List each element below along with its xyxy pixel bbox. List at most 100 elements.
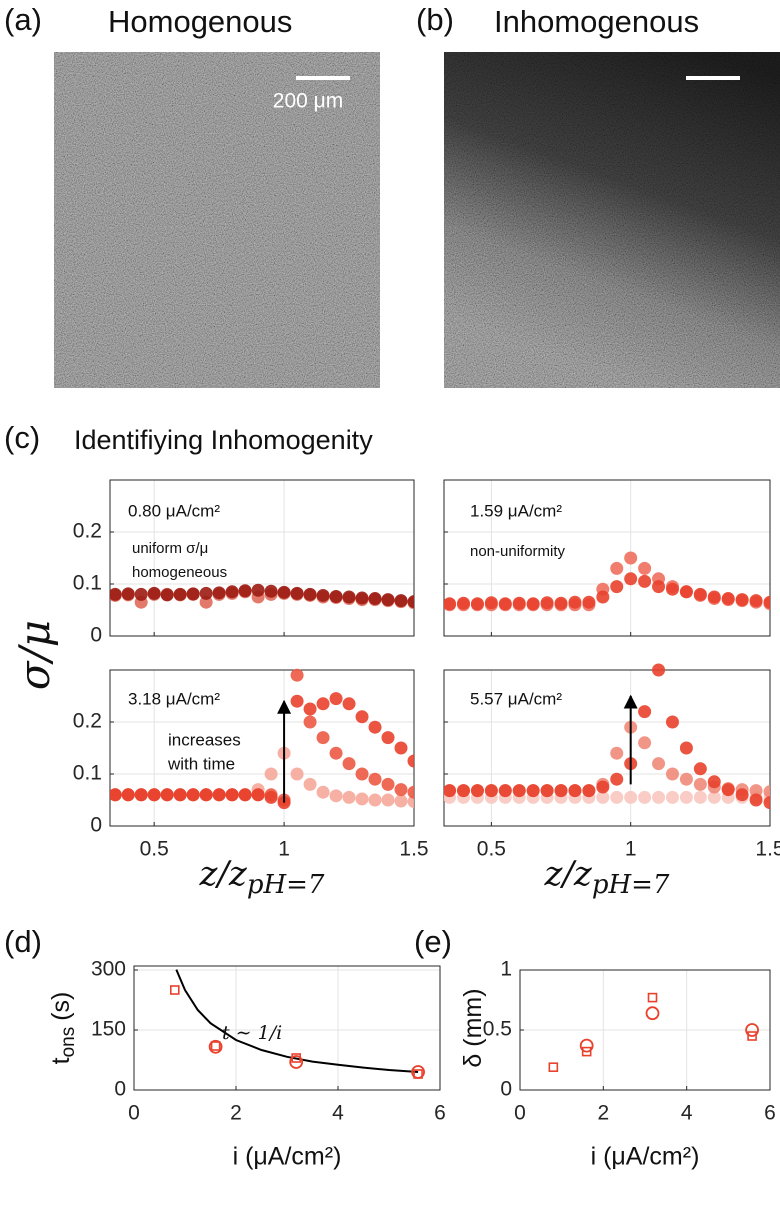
plot-area xyxy=(110,480,414,636)
marker-circle xyxy=(470,784,484,798)
marker-circle xyxy=(679,772,693,786)
annotation: 5.57 μA/cm² xyxy=(470,689,562,708)
annotation: non-uniformity xyxy=(470,543,566,560)
marker-circle xyxy=(251,788,265,802)
marker-circle xyxy=(749,784,763,798)
image-b xyxy=(444,52,780,388)
marker-circle xyxy=(381,593,395,607)
x-tick-label: 2 xyxy=(230,1102,242,1125)
marker-circle xyxy=(264,790,278,804)
marker-circle xyxy=(568,595,582,609)
marker-circle xyxy=(512,596,526,610)
marker-circle xyxy=(665,790,679,804)
annotation: t ∼ 1/i xyxy=(222,1022,282,1044)
x-tick-label: 1.5 xyxy=(755,838,780,861)
marker-circle xyxy=(624,572,638,586)
marker-circle xyxy=(693,587,707,601)
marker-circle xyxy=(679,585,693,599)
x-axis-label-main: z/z xyxy=(544,854,593,894)
marker-circle xyxy=(526,784,540,798)
panel-label: (b) xyxy=(416,2,454,37)
marker-circle xyxy=(763,595,770,609)
marker-circle xyxy=(186,788,200,802)
marker-circle xyxy=(498,597,512,611)
x-axis-label: i (μA/cm²) xyxy=(233,1143,342,1171)
marker-circle xyxy=(199,788,213,802)
x-tick-label: 4 xyxy=(332,1102,344,1125)
axes-frame xyxy=(443,479,771,637)
marker-circle xyxy=(652,663,666,677)
marker-circle xyxy=(624,790,638,804)
marker-circle xyxy=(381,731,395,745)
y-axis-label-main: t xyxy=(47,1057,75,1064)
marker-circle xyxy=(110,587,122,601)
plot-area xyxy=(134,966,440,1090)
marker-circle xyxy=(638,561,652,575)
marker-circle xyxy=(316,697,330,711)
marker-circle xyxy=(251,583,265,597)
marker-circle xyxy=(407,754,414,768)
marker-circle xyxy=(610,772,624,786)
axes-frame xyxy=(443,669,771,827)
marker-circle xyxy=(381,793,395,807)
marker-circle xyxy=(624,551,638,565)
marker-circle xyxy=(381,777,395,791)
marker-circle xyxy=(199,586,213,600)
panel-label: (a) xyxy=(4,2,42,37)
marker-circle xyxy=(596,790,610,804)
x-tick-label: 6 xyxy=(764,1102,776,1125)
marker-circle xyxy=(693,790,707,804)
axes-frame xyxy=(109,669,415,827)
marker-circle xyxy=(316,731,330,745)
marker-circle xyxy=(208,1039,223,1054)
marker-circle xyxy=(407,595,414,609)
marker-circle xyxy=(264,767,278,781)
y-axis-label: δ (mm) xyxy=(459,988,487,1067)
marker-circle xyxy=(707,790,721,804)
annotation: 1.59 μA/cm² xyxy=(470,501,562,520)
marker-circle xyxy=(582,595,596,609)
y-tick-label: 0.2 xyxy=(73,710,102,733)
panel-label: (c) xyxy=(4,420,40,455)
y-tick-label: 0.1 xyxy=(73,762,102,785)
marker-circle xyxy=(665,582,679,596)
marker-circle xyxy=(355,591,369,605)
marker-circle xyxy=(394,783,408,797)
annotation: 0.80 μA/cm² xyxy=(128,501,220,520)
marker-circle xyxy=(610,580,624,594)
axes-frame xyxy=(109,479,415,637)
y-axis-label-unit: (s) xyxy=(47,992,75,1021)
marker-circle xyxy=(582,784,596,798)
x-tick-label: 0 xyxy=(514,1102,526,1125)
marker-circle xyxy=(749,793,763,807)
marker-circle xyxy=(342,590,356,604)
annotation: uniform σ/μ xyxy=(132,540,208,557)
marker-circle xyxy=(238,584,252,598)
marker-circle xyxy=(444,784,457,798)
image-title: Inhomogenous xyxy=(494,4,699,39)
marker-circle xyxy=(329,789,343,803)
x-axis-label: z/zpH=7 xyxy=(544,854,670,900)
scale-bar-label: 200 μm xyxy=(273,90,343,113)
marker-circle xyxy=(444,597,457,611)
y-tick-label: 150 xyxy=(91,1018,126,1041)
marker-circle xyxy=(645,1006,660,1021)
marker-circle xyxy=(394,594,408,608)
marker-circle xyxy=(693,777,707,791)
marker-circle xyxy=(579,1038,594,1053)
annotation: with time xyxy=(167,754,235,773)
marker-circle xyxy=(173,587,187,601)
x-axis-label-sub: pH=7 xyxy=(592,870,670,900)
marker-circle xyxy=(610,746,624,760)
marker-circle xyxy=(763,796,770,810)
marker-circle xyxy=(394,741,408,755)
y-tick-label: 1 xyxy=(500,958,512,981)
marker-circle xyxy=(735,788,749,802)
marker-circle xyxy=(329,589,343,603)
marker-circle xyxy=(610,561,624,575)
marker-circle xyxy=(290,694,304,708)
marker-circle xyxy=(638,705,652,719)
marker-circle xyxy=(707,590,721,604)
marker-circle xyxy=(610,790,624,804)
panel-title: Identifiying Inhomogenity xyxy=(74,425,373,455)
